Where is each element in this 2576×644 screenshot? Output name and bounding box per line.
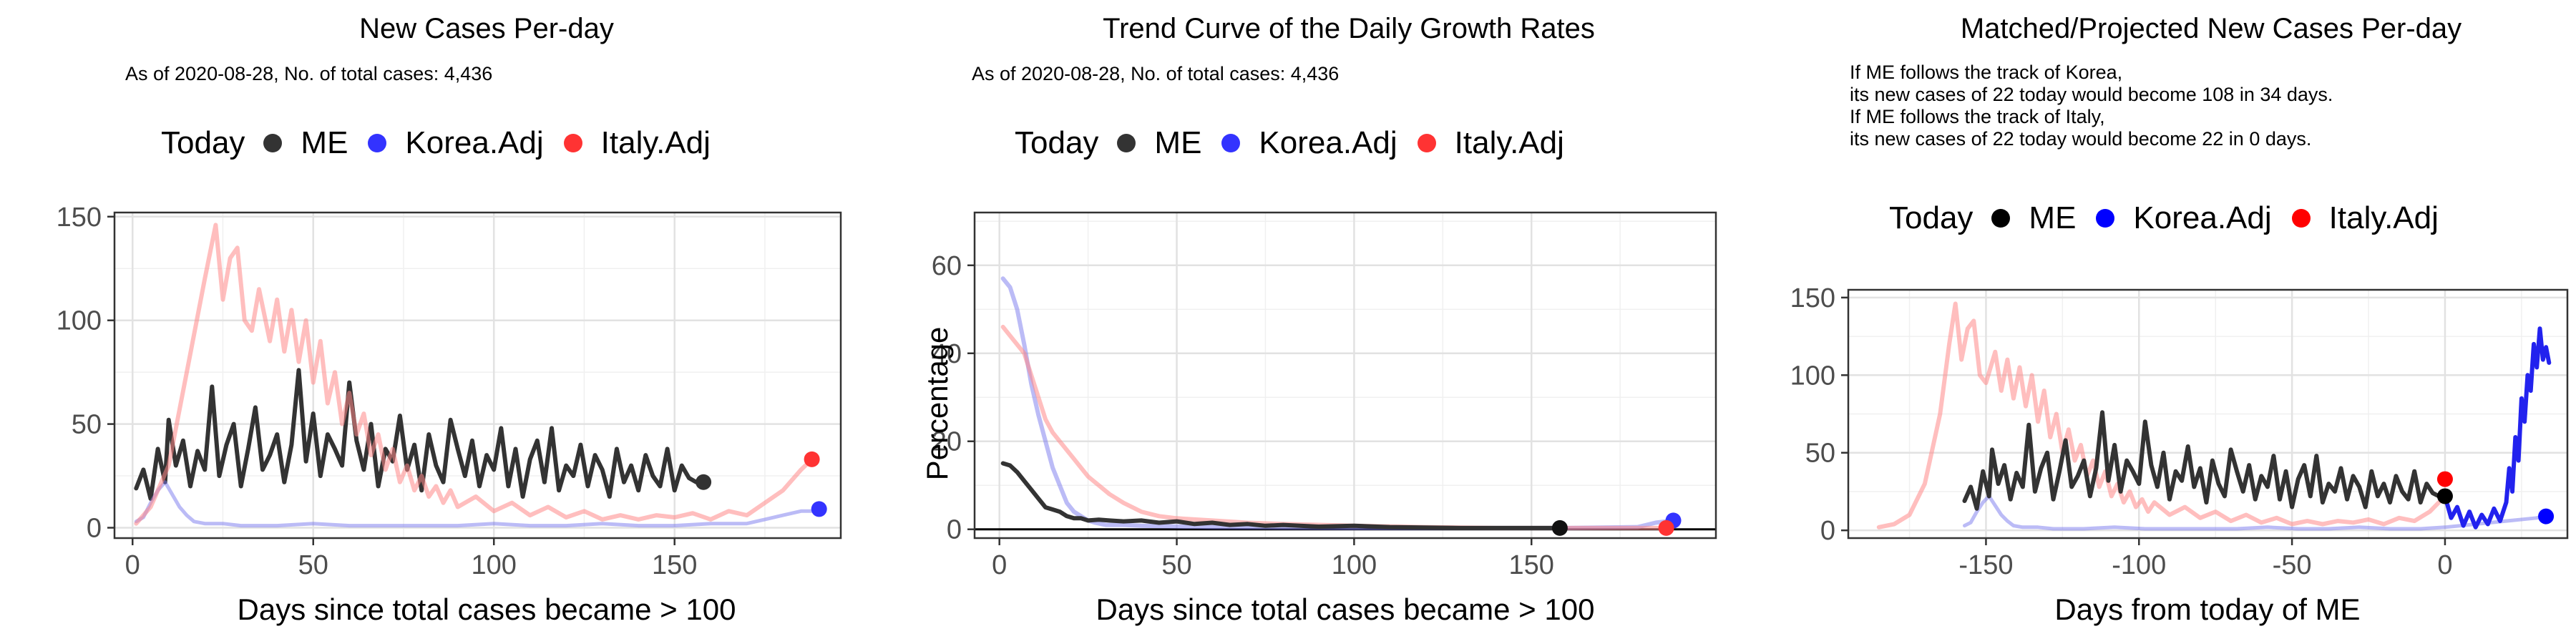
legend-item-italy: Italy.Adj — [563, 125, 711, 161]
x-tick-label: 100 — [1332, 550, 1377, 580]
x-tick-label: 150 — [1509, 550, 1554, 580]
series-line-korea-projection — [2442, 326, 2552, 530]
x-axis-label: Days since total cases became > 100 — [1096, 592, 1595, 626]
legend-title: Today — [1889, 200, 1974, 235]
x-tick-label: 50 — [1161, 550, 1191, 580]
y-tick-label: 40 — [932, 339, 962, 369]
today-point-italy-adj — [804, 451, 820, 467]
y-tick-label: 0 — [87, 514, 102, 544]
y-tick-label: 0 — [1820, 516, 1835, 546]
x-tick-label: -100 — [2112, 550, 2166, 580]
y-tick-label: 100 — [57, 306, 102, 336]
series-line-italy-adj — [134, 223, 814, 526]
legend-item-italy: Italy.Adj — [2291, 200, 2439, 236]
chart-plot: 0 50 100 150 0 20 40 60 — [932, 211, 1717, 580]
today-point-korea-adj — [811, 501, 827, 517]
x-tick-label: 0 — [125, 550, 140, 580]
chart-legend: Today ME Korea.Adj Italy.Adj — [1015, 125, 1584, 161]
legend-item-korea: Korea.Adj — [2096, 200, 2272, 236]
plot-border — [113, 211, 842, 540]
subtitle-line: If ME follows the track of Italy, — [1850, 106, 2105, 127]
subtitle-line: its new cases of 22 today would become 1… — [1850, 84, 2333, 105]
y-tick-label: 150 — [57, 203, 102, 233]
x-tick-label: 0 — [2437, 550, 2452, 580]
x-axis-label: Days since total cases became > 100 — [237, 592, 736, 626]
today-point-me — [2436, 488, 2453, 504]
y-tick-label: 20 — [932, 427, 962, 457]
legend-item-korea: Korea.Adj — [1221, 125, 1397, 161]
chart-panel-2: Trend Curve of the Daily Growth Rates As… — [859, 0, 1717, 644]
y-tick-label: 50 — [1805, 439, 1835, 469]
legend-item-korea: Korea.Adj — [368, 125, 544, 161]
series-line-korea-adj — [134, 480, 821, 528]
legend-item-me: ME — [263, 125, 348, 161]
chart-subtitle: As of 2020-08-28, No. of total cases: 4,… — [125, 63, 493, 84]
chart-plot: -150 -100 -50 0 0 50 100 150 — [1790, 283, 2569, 580]
series-line-me — [134, 368, 706, 501]
today-point-me — [696, 474, 712, 490]
today-point-italy-adj — [1658, 519, 1674, 536]
plot-border — [1847, 288, 2569, 540]
chart-plot: 0 50 100 150 0 50 100 150 — [57, 203, 842, 580]
x-axis-label: Days from today of ME — [2054, 592, 2361, 626]
series-line-italy-adj — [1000, 324, 1669, 530]
legend-title: Today — [1015, 125, 1099, 160]
chart-title: Trend Curve of the Daily Growth Rates — [1103, 13, 1595, 44]
x-tick-label: 0 — [992, 550, 1007, 580]
x-tick-label: 50 — [298, 550, 328, 580]
y-tick-label: 60 — [932, 251, 962, 281]
x-tick-label: -50 — [2273, 550, 2312, 580]
y-tick-label: 0 — [947, 515, 962, 545]
legend-item-italy: Italy.Adj — [1417, 125, 1564, 161]
y-tick-label: 100 — [1790, 361, 1835, 391]
legend-item-me: ME — [1991, 200, 2076, 236]
x-tick-label: -150 — [1958, 550, 2013, 580]
chart-subtitle: If ME follows the track of Korea, its ne… — [1850, 62, 2333, 150]
today-point-korea-adj — [2538, 508, 2555, 525]
y-axis-label: Percentage — [920, 326, 954, 481]
chart-legend: Today ME Korea.Adj Italy.Adj — [161, 125, 731, 161]
series-line-me — [1962, 410, 2447, 511]
legend-item-me: ME — [1117, 125, 1201, 161]
today-point-me — [1551, 519, 1568, 536]
legend-title: Today — [161, 125, 245, 160]
chart-title: Matched/Projected New Cases Per-day — [1960, 13, 2462, 44]
chart-panel-3: Matched/Projected New Cases Per-day If M… — [1717, 0, 2576, 644]
x-tick-label: 150 — [652, 550, 697, 580]
y-tick-label: 50 — [72, 410, 102, 440]
subtitle-line: If ME follows the track of Korea, — [1850, 62, 2123, 83]
series-line-korea-adj — [1963, 494, 2545, 531]
today-point-italy-adj — [2436, 471, 2453, 487]
chart-subtitle: As of 2020-08-28, No. of total cases: 4,… — [972, 63, 1340, 84]
x-tick-label: 100 — [472, 550, 517, 580]
chart-legend: Today ME Korea.Adj Italy.Adj — [1889, 200, 2459, 236]
series-line-me — [1000, 461, 1562, 530]
plot-border — [973, 211, 1717, 540]
chart-title: New Cases Per-day — [359, 13, 614, 44]
subtitle-line: its new cases of 22 today would become 2… — [1850, 128, 2312, 150]
chart-panel-1: New Cases Per-day As of 2020-08-28, No. … — [0, 0, 859, 644]
y-tick-label: 150 — [1790, 283, 1835, 313]
